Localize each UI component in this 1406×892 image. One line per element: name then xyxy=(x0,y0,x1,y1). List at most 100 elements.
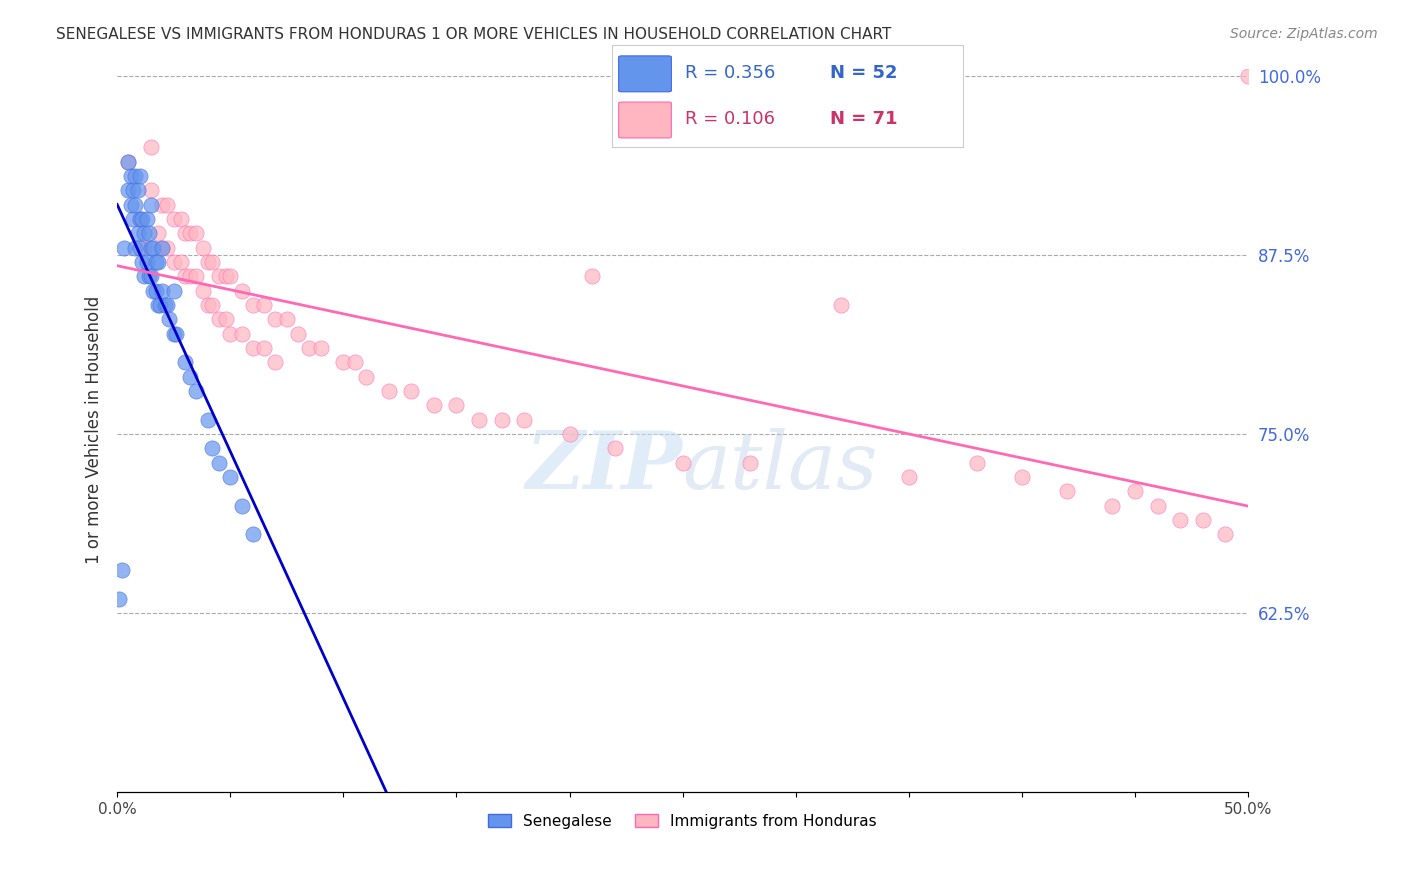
Point xyxy=(446,398,468,412)
Point xyxy=(179,227,201,241)
Point xyxy=(163,255,186,269)
Point xyxy=(1191,513,1213,527)
Text: SENEGALESE VS IMMIGRANTS FROM HONDURAS 1 OR MORE VEHICLES IN HOUSEHOLD CORRELATI: SENEGALESE VS IMMIGRANTS FROM HONDURAS 1… xyxy=(56,27,891,42)
Point xyxy=(139,269,162,284)
Point xyxy=(165,326,187,341)
Point xyxy=(208,456,231,470)
Point xyxy=(131,212,153,227)
Point xyxy=(830,298,852,312)
Point xyxy=(1101,499,1123,513)
Point xyxy=(215,312,238,326)
Point xyxy=(208,269,231,284)
Point xyxy=(897,470,920,484)
Point xyxy=(117,154,139,169)
Point xyxy=(127,227,149,241)
Point xyxy=(298,341,321,355)
Point xyxy=(201,255,224,269)
Point xyxy=(191,241,214,255)
Point xyxy=(1168,513,1191,527)
Point xyxy=(122,212,145,227)
Point xyxy=(491,412,513,426)
Text: R = 0.106: R = 0.106 xyxy=(686,111,776,128)
Point xyxy=(152,241,174,255)
Point xyxy=(117,154,139,169)
Point xyxy=(156,298,179,312)
Point xyxy=(253,298,276,312)
Text: ZIP: ZIP xyxy=(526,428,682,505)
Point xyxy=(145,255,167,269)
Point xyxy=(671,456,693,470)
Point xyxy=(558,426,581,441)
Point xyxy=(174,355,197,369)
Point xyxy=(231,499,253,513)
Point xyxy=(276,312,298,326)
Point xyxy=(111,563,134,577)
Point xyxy=(287,326,309,341)
Point xyxy=(231,284,253,298)
Point xyxy=(163,326,186,341)
Point xyxy=(163,212,186,227)
Point xyxy=(201,298,224,312)
Point xyxy=(197,255,219,269)
Point xyxy=(468,412,491,426)
Point xyxy=(146,227,169,241)
Point xyxy=(264,355,287,369)
Point xyxy=(122,184,145,198)
Point xyxy=(215,269,238,284)
Point xyxy=(201,442,224,456)
Point xyxy=(139,241,162,255)
Point xyxy=(138,227,160,241)
Point xyxy=(131,255,153,269)
Point xyxy=(191,284,214,298)
Point xyxy=(179,369,201,384)
Point xyxy=(124,198,146,212)
Text: R = 0.356: R = 0.356 xyxy=(686,64,776,82)
Y-axis label: 1 or more Vehicles in Household: 1 or more Vehicles in Household xyxy=(86,296,103,565)
Point xyxy=(377,384,399,398)
Point xyxy=(740,456,762,470)
Point xyxy=(157,312,180,326)
Point xyxy=(186,227,208,241)
Point xyxy=(1146,499,1168,513)
Point xyxy=(332,355,354,369)
Point xyxy=(219,470,242,484)
Point xyxy=(124,241,146,255)
Point xyxy=(135,255,157,269)
Point xyxy=(139,184,162,198)
Point xyxy=(966,456,988,470)
Point xyxy=(127,184,149,198)
Legend: Senegalese, Immigrants from Honduras: Senegalese, Immigrants from Honduras xyxy=(482,807,883,835)
Point xyxy=(134,269,156,284)
Point xyxy=(149,298,172,312)
Point xyxy=(153,298,176,312)
Point xyxy=(152,241,174,255)
Text: Source: ZipAtlas.com: Source: ZipAtlas.com xyxy=(1230,27,1378,41)
Point xyxy=(134,227,156,241)
Point xyxy=(128,212,150,227)
Point xyxy=(264,312,287,326)
Point xyxy=(135,212,157,227)
Point xyxy=(128,212,150,227)
Point xyxy=(343,355,366,369)
Point xyxy=(513,412,536,426)
Point xyxy=(152,198,174,212)
Point xyxy=(219,326,242,341)
FancyBboxPatch shape xyxy=(619,56,672,92)
Point xyxy=(242,527,264,541)
Point xyxy=(197,298,219,312)
Point xyxy=(146,298,169,312)
Point xyxy=(242,341,264,355)
Text: atlas: atlas xyxy=(682,428,877,505)
Point xyxy=(186,384,208,398)
FancyBboxPatch shape xyxy=(619,102,672,138)
Point xyxy=(197,412,219,426)
Point xyxy=(1123,484,1146,499)
Point xyxy=(174,269,197,284)
Point xyxy=(142,241,165,255)
Point xyxy=(174,227,197,241)
Point xyxy=(179,269,201,284)
Point xyxy=(108,591,131,606)
Point xyxy=(112,241,135,255)
Point xyxy=(354,369,377,384)
Point xyxy=(117,184,139,198)
